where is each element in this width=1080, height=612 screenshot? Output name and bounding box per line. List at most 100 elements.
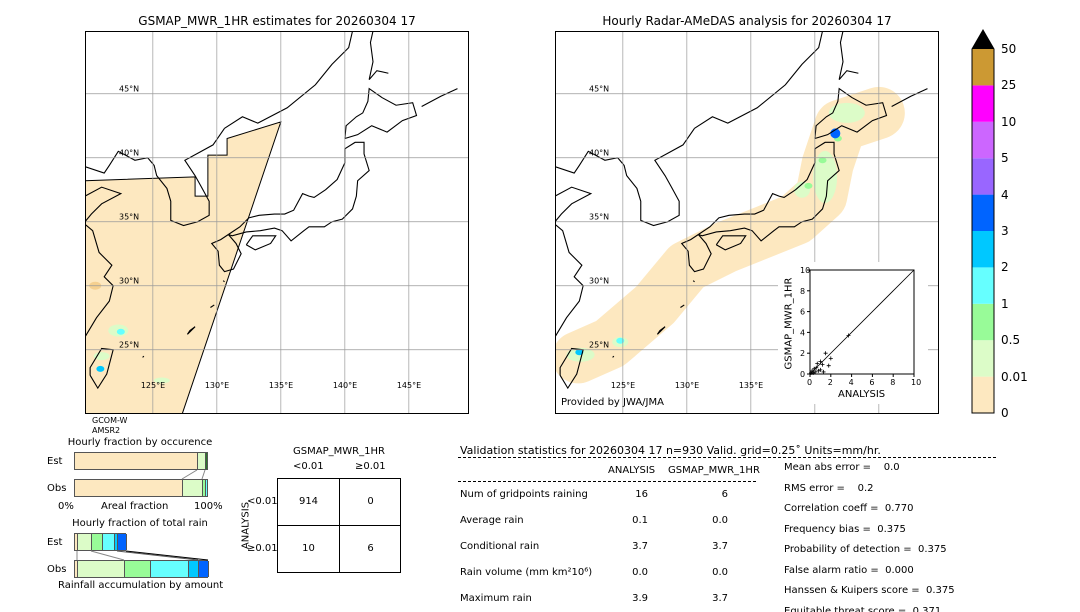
stat-row-gsmap: 6 — [721, 489, 728, 500]
coastline — [838, 70, 859, 80]
scatter-point — [818, 359, 823, 364]
lon-label: 145°E — [397, 381, 421, 390]
bar-segment — [75, 534, 78, 550]
credit-label: Provided by JWA/JMA — [561, 397, 664, 408]
bar-segment — [115, 534, 118, 550]
rain-fraction-title: Hourly fraction of total rain — [72, 518, 208, 529]
lon-label: 140°E — [333, 381, 357, 390]
colorbar-tick-label: 10 — [1001, 114, 1017, 129]
score-line: Probability of detection = 0.375 — [784, 544, 947, 555]
colorbar-segment — [972, 231, 994, 268]
occ-xlabel: Areal fraction — [101, 501, 169, 512]
stat-row-analysis: 16 — [635, 489, 648, 500]
coastline — [85, 150, 148, 174]
stat-row-label: Num of gridpoints raining — [460, 489, 588, 500]
x-tick-label: 2 — [828, 378, 833, 387]
x-tick-label: 4 — [849, 378, 854, 387]
coastline — [814, 87, 888, 140]
bar-segment — [92, 534, 103, 550]
col-analysis: ANALYSIS — [608, 465, 656, 476]
bar-segment — [206, 480, 208, 496]
bar-segment — [198, 453, 206, 469]
validation-header: Validation statistics for 20260304 17 n=… — [460, 444, 881, 457]
lat-label: 35°N — [119, 213, 139, 222]
right-map-title: Hourly Radar-AMeDAS analysis for 2026030… — [602, 14, 892, 28]
scatter-point — [810, 368, 815, 373]
occurrence-title: Hourly fraction by occurence — [67, 437, 213, 448]
lon-label: 135°E — [739, 381, 763, 390]
scatter-xlabel: ANALYSIS — [838, 389, 886, 400]
colorbar-tick-label: 0 — [1001, 406, 1009, 420]
stat-row-analysis: 0.0 — [632, 567, 648, 578]
scatter-point — [813, 369, 818, 374]
colorbar-segment — [972, 340, 994, 377]
coastline — [680, 304, 685, 308]
map-layer: 45°N 40°N 35°N 30°N 25°N 125°E 130°E 135°E — [555, 31, 939, 414]
occ-tick-0: 0% — [58, 501, 74, 512]
occ-tick-100: 100% — [194, 501, 223, 512]
lat-label: 45°N — [589, 85, 609, 94]
colorbar-segment — [972, 158, 994, 195]
x-tick-label: 6 — [869, 378, 874, 387]
score-line: False alarm ratio = 0.000 — [784, 564, 914, 576]
lat-label: 45°N — [119, 85, 139, 94]
scatter-point — [818, 367, 823, 372]
stat-row-gsmap: 3.7 — [712, 593, 728, 604]
y-tick-label: 2 — [800, 349, 805, 358]
bar-segment — [151, 561, 189, 577]
rain-obs-bar — [74, 560, 209, 578]
x-tick-label: 10 — [911, 378, 921, 387]
colorbar-segment — [972, 376, 994, 413]
rain-blob — [616, 337, 625, 344]
colorbar-tick-label: 0.01 — [1001, 369, 1028, 384]
bar-segment — [206, 453, 208, 469]
coastline — [698, 141, 840, 242]
bar-segment — [118, 534, 127, 550]
rain-blob — [116, 328, 125, 335]
scatter-point — [821, 369, 826, 374]
col-gsmap: GSMAP_MWR_1HR — [668, 465, 760, 476]
rain-blob — [153, 377, 170, 384]
lat-label: 40°N — [589, 149, 609, 158]
score-line: Hanssen & Kuipers score = 0.375 — [784, 585, 955, 596]
bar-segment — [78, 561, 125, 577]
coastline — [344, 87, 418, 140]
scatter-point — [820, 362, 825, 367]
lon-label: 130°E — [675, 381, 699, 390]
score-line: Mean abs error = 0.0 — [784, 462, 900, 473]
stat-row-label: Conditional rain — [460, 541, 540, 552]
lat-label: 25°N — [119, 341, 139, 350]
colorbar-segment — [972, 121, 994, 159]
contingency-col-title: GSMAP_MWR_1HR — [293, 446, 385, 457]
y-tick-label: 4 — [800, 328, 805, 337]
rain-blob — [93, 352, 110, 361]
map-frame — [555, 31, 939, 414]
scatter-plot: 00 2 2 4 4 6 6 8 8 10 10 — [800, 266, 921, 387]
rain-blob — [96, 365, 105, 372]
cell-miss: 10 — [302, 543, 315, 554]
lon-label: 125°E — [141, 381, 165, 390]
diagonal-line — [809, 269, 915, 375]
occ-obs-bar — [74, 479, 208, 497]
coastline — [555, 150, 618, 174]
score-line: Equitable threat score = 0.371 — [784, 605, 942, 612]
col-label-ge: ≥0.01 — [355, 461, 386, 472]
scatter-point — [826, 363, 831, 368]
rain-blob — [804, 182, 813, 189]
occ-est-bar — [74, 452, 208, 470]
contingency-table: 914 0 10 6 — [277, 478, 401, 573]
colorbar-tick-label: 2 — [1001, 260, 1009, 275]
lat-label: 30°N — [119, 277, 139, 286]
map-frame — [85, 31, 469, 414]
rain-xlabel: Rainfall accumulation by amount — [58, 580, 224, 591]
bar-connector-lines — [76, 470, 209, 561]
cell-false-alarm: 0 — [367, 496, 374, 507]
bar-segment — [125, 561, 151, 577]
row-label-lt: <0.01 — [247, 496, 278, 507]
colorbar-tick-label: 0.5 — [1001, 333, 1021, 348]
right-map: 45°N 40°N 35°N 30°N 25°N 125°E 130°E 135°E — [555, 31, 939, 414]
coastline — [680, 234, 712, 273]
coastline — [838, 31, 844, 80]
rain-est-bar — [74, 533, 127, 551]
